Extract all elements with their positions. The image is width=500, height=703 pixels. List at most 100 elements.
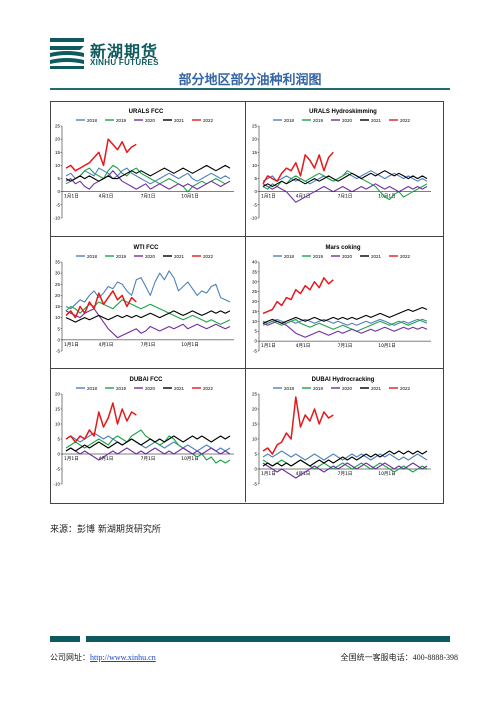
- legend-label-2022: 2022: [203, 254, 214, 259]
- x-tick-label: 1月1日: [261, 343, 276, 349]
- legend-label-2020: 2020: [342, 118, 353, 123]
- legend-label-2021: 2021: [371, 118, 382, 123]
- series-line-2022: [262, 277, 334, 315]
- chart-urals-hydroskimming: URALS Hydroskimming 2018 2019 2020 2021 2022 2…: [250, 109, 431, 221]
- legend-label-2021: 2021: [174, 118, 185, 123]
- x-tick-label: 1月1日: [261, 471, 276, 477]
- y-tick-label: -10: [53, 482, 60, 487]
- legend-label-2020: 2020: [145, 386, 156, 391]
- x-tick-label: 10月1日: [378, 194, 396, 200]
- chart-dubai-fcc: DUBAI FCC 2018 2019 2020 2021 2022 20 15 10 5 0 -5 -…: [53, 377, 234, 487]
- company-logo: 新湖期货 XINHU FUTURES: [50, 36, 200, 72]
- y-tick-label: 5: [57, 437, 60, 442]
- y-tick-label: 15: [55, 150, 61, 155]
- y-tick-label: 25: [252, 392, 258, 397]
- legend-label-2021: 2021: [371, 254, 382, 259]
- y-tick-label: 20: [252, 407, 258, 412]
- x-tick-label: 7月1日: [141, 342, 156, 348]
- series-line-2018: [262, 170, 428, 185]
- footer-website-link[interactable]: http://www.xinhu.cn: [90, 653, 156, 662]
- y-tick-label: 10: [252, 163, 258, 168]
- y-tick-label: 15: [252, 422, 258, 427]
- series-line-2020: [65, 308, 231, 339]
- x-tick-label: 10月1日: [181, 342, 199, 348]
- y-tick-label: 10: [55, 422, 61, 427]
- chart-title: WTI FCC: [134, 245, 160, 251]
- y-tick-label: 35: [252, 269, 258, 274]
- y-tick-label: 0: [57, 337, 60, 342]
- legend-label-2018: 2018: [87, 386, 98, 391]
- y-tick-label: 15: [55, 407, 61, 412]
- x-tick-label: 10月1日: [181, 456, 199, 462]
- y-tick-label: 25: [252, 124, 258, 129]
- y-tick-label: 10: [252, 319, 258, 324]
- y-tick-label: 10: [55, 315, 61, 320]
- footer-website: 公司网址：http://www.xinhu.cn: [50, 652, 156, 663]
- x-tick-label: 4月1日: [99, 342, 114, 348]
- footer-decorative-bar: [50, 636, 450, 642]
- legend-label-2021: 2021: [174, 254, 185, 259]
- series-line-2022: [65, 290, 137, 319]
- series-line-2020: [262, 462, 428, 479]
- legend-label-2019: 2019: [116, 386, 127, 391]
- legend-label-2019: 2019: [313, 386, 324, 391]
- y-tick-label: 0: [57, 452, 60, 457]
- series-line-2021: [65, 164, 231, 182]
- series-line-2022: [65, 402, 137, 443]
- legend-label-2020: 2020: [145, 118, 156, 123]
- y-tick-label: -5: [56, 202, 60, 207]
- legend-label-2022: 2022: [400, 386, 411, 391]
- y-tick-label: -5: [253, 349, 257, 354]
- y-tick-label: 5: [254, 452, 257, 457]
- x-tick-label: 10月1日: [378, 343, 396, 349]
- chart-grid-frame: [50, 101, 444, 504]
- y-tick-label: -10: [250, 216, 257, 221]
- legend-label-2022: 2022: [400, 254, 411, 259]
- y-tick-label: 5: [254, 329, 257, 334]
- y-tick-label: 5: [57, 326, 60, 331]
- legend-label-2020: 2020: [342, 254, 353, 259]
- series-line-2019: [262, 318, 428, 332]
- y-tick-label: 10: [55, 163, 61, 168]
- y-tick-label: 20: [55, 137, 61, 142]
- y-tick-label: 0: [57, 189, 60, 194]
- legend-label-2018: 2018: [87, 118, 98, 123]
- y-tick-label: 0: [254, 339, 257, 344]
- series-line-2018: [65, 270, 231, 310]
- series-line-2022: [262, 151, 334, 185]
- x-tick-label: 4月1日: [296, 194, 311, 200]
- x-tick-label: 1月1日: [261, 194, 276, 200]
- chart-grid-vertical-divider: [245, 101, 246, 502]
- x-tick-label: 7月1日: [338, 194, 353, 200]
- chart-panel-mars-coking: Mars coking 2018 2019 2020 2021 2022 40 35 30 25 2…: [249, 240, 437, 365]
- legend-label-2019: 2019: [116, 254, 127, 259]
- chart-panel-urals-hydroskimming: URALS Hydroskimming 2018 2019 2020 2021 2022 2…: [249, 104, 437, 232]
- series-line-2021: [262, 450, 428, 467]
- chart-title: DUBAI Hydrocracking: [312, 377, 375, 383]
- series-line-2021: [262, 170, 428, 188]
- legend-label-2018: 2018: [284, 386, 295, 391]
- legend-label-2021: 2021: [371, 386, 382, 391]
- legend-label-2019: 2019: [116, 118, 127, 123]
- x-tick-label: 10月1日: [181, 194, 199, 200]
- y-tick-label: 20: [55, 293, 61, 298]
- chart-wti-fcc: WTI FCC 2018 2019 2020 2021 2022 35 30 25 20 15 10 5…: [55, 245, 234, 354]
- y-tick-label: 25: [55, 124, 61, 129]
- legend-label-2018: 2018: [284, 118, 295, 123]
- y-tick-label: 15: [252, 150, 258, 155]
- chart-panel-dubai-hydrocracking: DUBAI Hydrocracking 2018 2019 2020 2021 2022 2…: [249, 372, 437, 498]
- series-line-2019: [262, 170, 428, 201]
- legend-label-2018: 2018: [284, 254, 295, 259]
- legend-label-2018: 2018: [87, 254, 98, 259]
- y-tick-label: -5: [253, 482, 257, 487]
- chart-panel-urals-fcc: URALS FCC 2018 2019 2020 2021 2022 25 20 15 10 5 0 -…: [52, 104, 240, 232]
- chart-panel-dubai-fcc: DUBAI FCC 2018 2019 2020 2021 2022 20 15 10 5 0 -5 -…: [52, 372, 240, 498]
- y-tick-label: -10: [53, 216, 60, 221]
- series-line-2018: [65, 167, 231, 185]
- series-line-2019: [262, 459, 428, 473]
- y-tick-label: 0: [254, 189, 257, 194]
- y-tick-label: 15: [252, 309, 258, 314]
- series-line-2019: [65, 299, 231, 325]
- chart-title: Mars coking: [325, 245, 360, 251]
- legend-label-2019: 2019: [313, 118, 324, 123]
